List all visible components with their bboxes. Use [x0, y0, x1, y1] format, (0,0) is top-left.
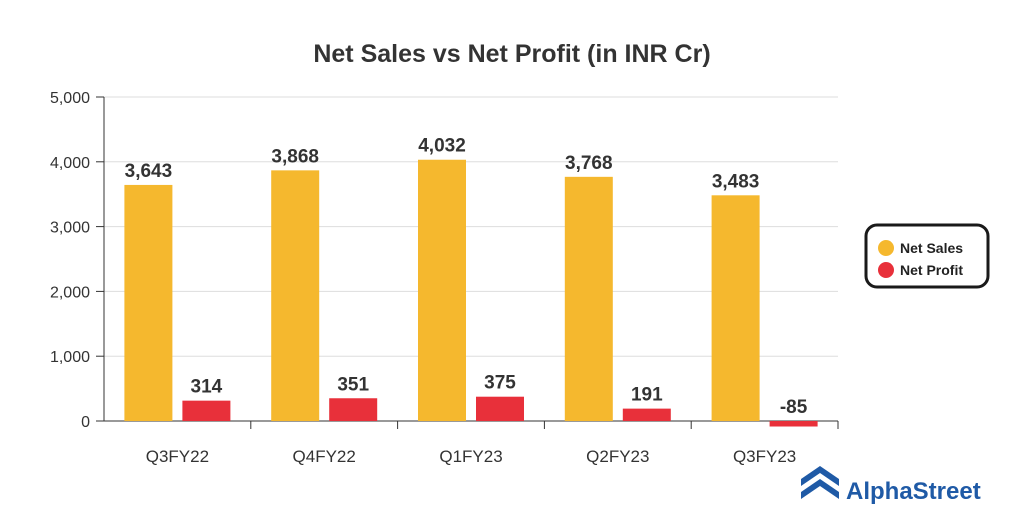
bar-net-sales [418, 159, 466, 422]
bar-net-profit [769, 421, 818, 427]
data-label-net-profit: 375 [484, 373, 516, 394]
data-label-net-sales: 3,643 [125, 161, 173, 182]
data-label-net-sales: 3,483 [712, 171, 760, 192]
data-label-net-profit: 191 [631, 385, 663, 406]
y-tick-label: 1,000 [50, 349, 90, 366]
y-tick-label: 5,000 [50, 90, 90, 107]
data-label-net-sales: 4,032 [418, 136, 466, 157]
brand-name: AlphaStreet [846, 478, 981, 505]
bar-net-sales [124, 184, 173, 421]
x-tick-label: Q3FY23 [733, 447, 796, 466]
x-tick-label: Q2FY23 [586, 447, 649, 466]
y-tick-label: 3,000 [50, 220, 90, 237]
data-label-net-profit: 351 [337, 374, 369, 395]
brand-logo: AlphaStreet [801, 466, 981, 505]
data-label-net-profit: -85 [780, 397, 808, 418]
x-tick-label: Q4FY22 [293, 447, 356, 466]
bar-net-profit [476, 396, 524, 421]
data-label-net-sales: 3,768 [565, 153, 613, 174]
legend: Net Sales Net Profit [864, 223, 990, 289]
bar-net-profit [622, 408, 671, 421]
data-labels: 3,643 314 3,868 351 4,032 375 3,768 191 3,483 -85 [125, 136, 808, 418]
y-tick-label: 4,000 [50, 155, 90, 172]
legend-box [864, 223, 990, 289]
bar-net-sales [271, 170, 320, 421]
chart-title: Net Sales vs Net Profit (in INR Cr) [313, 40, 710, 68]
bar-net-profit [182, 400, 231, 421]
x-tick-label: Q3FY22 [146, 447, 209, 466]
bar-net-sales [564, 176, 613, 421]
data-label-net-sales: 3,868 [271, 146, 319, 167]
alphastreet-logo-icon [801, 466, 839, 499]
bar-net-profit [329, 398, 378, 421]
x-tick-label: Q1FY23 [439, 447, 502, 466]
y-tick-label: 0 [81, 414, 90, 431]
bar-net-sales [711, 195, 760, 421]
data-label-net-profit: 314 [191, 377, 223, 398]
legend-swatch-net-sales [878, 240, 894, 256]
y-tick-label: 2,000 [50, 284, 90, 301]
x-axis: Q3FY22 Q4FY22 Q1FY23 Q2FY23 Q3FY23 [104, 420, 839, 466]
bars [124, 159, 818, 427]
y-axis: 0 1,000 2,000 3,000 4,000 5,000 [50, 90, 105, 431]
legend-label-net-profit: Net Profit [900, 262, 963, 278]
legend-label-net-sales: Net Sales [900, 240, 963, 256]
legend-swatch-net-profit [878, 262, 894, 278]
